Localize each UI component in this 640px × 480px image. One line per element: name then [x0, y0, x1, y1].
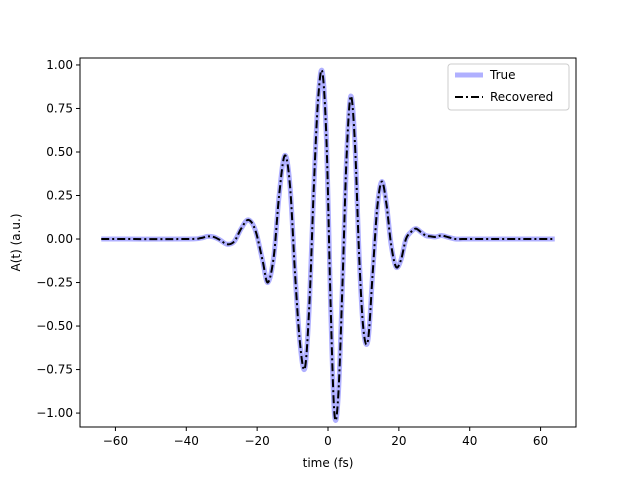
y-tick-label: −0.50 — [36, 319, 73, 333]
legend-label-true: True — [489, 68, 516, 82]
legend-label-recovered: Recovered — [490, 90, 553, 104]
y-tick-label: 0.50 — [46, 145, 73, 159]
x-tick-label: 60 — [533, 434, 548, 448]
y-tick-label: −1.00 — [36, 406, 73, 420]
x-axis: −60 −40 −20 0 20 40 60 — [103, 427, 548, 448]
x-axis-label: time (fs) — [303, 456, 354, 470]
y-axis: −1.00 −0.75 −0.50 −0.25 0.00 0.25 0.50 0.75 1.00 — [36, 58, 80, 420]
series-layer — [101, 67, 555, 423]
x-tick-label: −20 — [244, 434, 269, 448]
y-tick-label: 0.75 — [46, 101, 73, 115]
x-tick-label: −60 — [103, 434, 128, 448]
series-line-recovered — [101, 69, 555, 422]
y-axis-label: A(t) (a.u.) — [9, 213, 23, 271]
legend: True Recovered — [447, 63, 570, 111]
x-tick-label: 20 — [391, 434, 406, 448]
x-tick-label: 0 — [324, 434, 332, 448]
y-tick-label: 0.25 — [46, 189, 73, 203]
x-tick-label: 40 — [462, 434, 477, 448]
y-tick-label: −0.75 — [36, 363, 73, 377]
x-tick-label: −40 — [174, 434, 199, 448]
y-tick-label: 0.00 — [46, 232, 73, 246]
y-tick-label: −0.25 — [36, 276, 73, 290]
y-tick-label: 1.00 — [46, 58, 73, 72]
